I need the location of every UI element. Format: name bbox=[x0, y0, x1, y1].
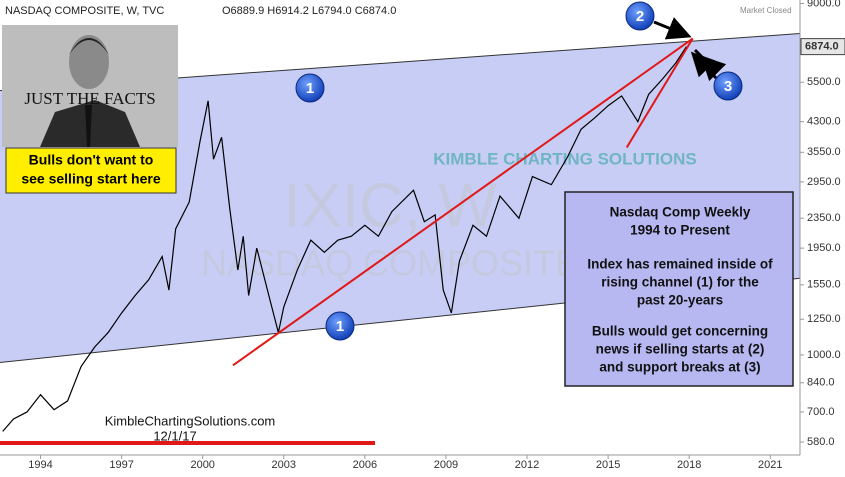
arrow bbox=[653, 17, 692, 40]
y-tick-label: 3550.0 bbox=[807, 146, 841, 158]
x-tick-label: 2000 bbox=[190, 459, 214, 471]
photo-caption: JUST THE FACTS bbox=[24, 89, 155, 108]
y-tick-label: 4300.0 bbox=[807, 116, 841, 128]
marker-circle bbox=[295, 73, 325, 103]
note-text: Bulls would get concerning bbox=[592, 324, 768, 339]
x-tick-label: 2003 bbox=[272, 459, 296, 471]
y-tick-label: 5500.0 bbox=[807, 76, 841, 88]
watermark: NASDAQ COMPOSITE bbox=[201, 243, 579, 284]
marker-circle bbox=[625, 1, 655, 31]
x-tick-label: 2006 bbox=[353, 459, 377, 471]
marker-label: 1 bbox=[306, 80, 314, 97]
watermark: KIMBLE CHARTING SOLUTIONS bbox=[433, 149, 697, 168]
warning-box bbox=[5, 147, 177, 194]
y-tick-label: 2350.0 bbox=[807, 212, 841, 224]
note-text: news if selling starts at (2) bbox=[596, 342, 765, 357]
note-text: 1994 to Present bbox=[630, 223, 730, 238]
marker-circle bbox=[325, 311, 355, 341]
marker-circle bbox=[713, 71, 743, 101]
price-line bbox=[2, 46, 687, 432]
x-tick-label: 2015 bbox=[596, 459, 620, 471]
y-tick-label: 1250.0 bbox=[807, 313, 841, 325]
status: Market Closed bbox=[740, 6, 792, 15]
x-tick-label: 1994 bbox=[28, 459, 52, 471]
y-tick-label: 700.0 bbox=[807, 406, 835, 418]
marker-label: 3 bbox=[724, 78, 732, 95]
note-box bbox=[564, 191, 794, 387]
trendline bbox=[232, 37, 694, 367]
last-value-box bbox=[800, 38, 845, 56]
trendline bbox=[625, 38, 694, 148]
watermark: IXIC, W bbox=[283, 171, 497, 240]
y-tick-label: 1000.0 bbox=[807, 349, 841, 361]
x-tick-label: 2021 bbox=[758, 459, 782, 471]
x-tick-label: 1997 bbox=[109, 459, 133, 471]
last-value-label: 6874.0 bbox=[805, 41, 839, 53]
warning-text: Bulls don't want to bbox=[29, 152, 154, 168]
note-text: Nasdaq Comp Weekly bbox=[610, 205, 751, 220]
date: 12/1/17 bbox=[153, 428, 196, 443]
y-tick-label: 2950.0 bbox=[807, 176, 841, 188]
note-text: Index has remained inside of bbox=[587, 257, 773, 272]
y-tick-label: 840.0 bbox=[807, 377, 835, 389]
y-tick-label: 580.0 bbox=[807, 436, 835, 448]
warning-text: see selling start here bbox=[21, 171, 161, 187]
source: KimbleChartingSolutions.com bbox=[105, 413, 276, 428]
marker-label: 1 bbox=[336, 318, 344, 335]
y-tick-label: 9000.0 bbox=[807, 0, 841, 9]
x-tick-label: 2018 bbox=[677, 459, 701, 471]
arrow bbox=[693, 48, 727, 82]
photo-face bbox=[69, 35, 109, 89]
photo-tie bbox=[85, 105, 92, 147]
photo-hair bbox=[69, 38, 109, 55]
note-text: and support breaks at (3) bbox=[599, 360, 760, 375]
x-tick-label: 2012 bbox=[515, 459, 539, 471]
y-tick-label: 1550.0 bbox=[807, 279, 841, 291]
marker-label: 2 bbox=[636, 8, 644, 25]
x-tick-label: 2009 bbox=[434, 459, 458, 471]
note-text: rising channel (1) for the bbox=[601, 275, 759, 290]
ohlc: O6889.9 H6914.2 L6794.0 C6874.0 bbox=[222, 5, 396, 17]
y-axis-bg bbox=[800, 0, 845, 472]
note-text: past 20-years bbox=[637, 293, 723, 308]
y-tick-label: 1950.0 bbox=[807, 242, 841, 254]
symbol: NASDAQ COMPOSITE, W, TVC bbox=[5, 5, 164, 17]
header-bg bbox=[0, 0, 470, 22]
